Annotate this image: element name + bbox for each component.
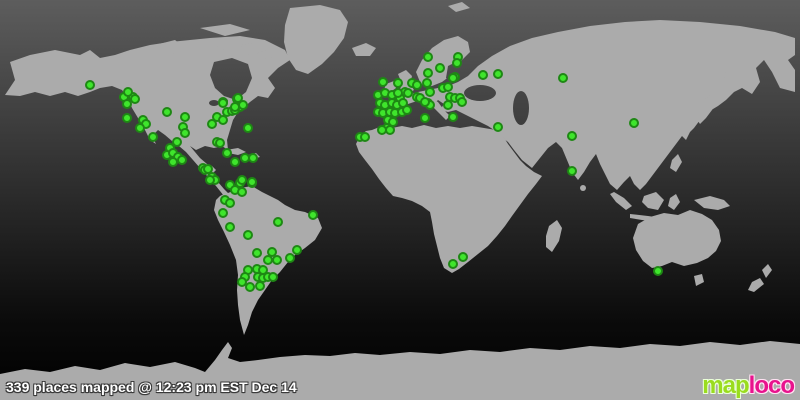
place-marker [448, 259, 458, 269]
place-marker [402, 105, 412, 115]
place-marker [215, 138, 225, 148]
place-marker [148, 132, 158, 142]
place-marker [378, 77, 388, 87]
place-marker [177, 155, 187, 165]
place-marker [423, 52, 433, 62]
great-lakes [209, 100, 219, 106]
place-marker [558, 73, 568, 83]
place-marker [425, 87, 435, 97]
place-marker [172, 137, 182, 147]
place-marker [272, 255, 282, 265]
place-marker [180, 128, 190, 138]
place-marker [135, 123, 145, 133]
place-marker [452, 58, 462, 68]
place-marker [162, 107, 172, 117]
place-marker [567, 166, 577, 176]
place-marker [122, 99, 132, 109]
place-marker [478, 70, 488, 80]
place-marker [243, 123, 253, 133]
africa [356, 125, 542, 273]
place-marker [443, 82, 453, 92]
place-marker [168, 157, 178, 167]
maploco-logo[interactable]: maploco [702, 372, 795, 399]
place-marker [218, 208, 228, 218]
place-marker [238, 100, 248, 110]
place-marker [237, 187, 247, 197]
place-marker [268, 272, 278, 282]
place-marker [308, 210, 318, 220]
place-marker [292, 245, 302, 255]
place-marker [567, 131, 577, 141]
caspian-sea [513, 91, 529, 125]
place-marker [222, 148, 232, 158]
place-marker [248, 153, 258, 163]
eurasia [398, 20, 795, 190]
greenland [284, 5, 348, 74]
place-marker [205, 175, 215, 185]
antarctica [0, 341, 800, 400]
place-marker [218, 115, 228, 125]
place-marker [225, 222, 235, 232]
place-marker [448, 73, 458, 83]
place-marker [448, 112, 458, 122]
hudson-bay [210, 58, 252, 100]
place-marker [245, 282, 255, 292]
place-marker [393, 88, 403, 98]
place-marker [403, 88, 413, 98]
place-marker [247, 177, 257, 187]
place-marker [385, 125, 395, 135]
place-marker [458, 252, 468, 262]
place-marker [393, 78, 403, 88]
map-caption: 339 places mapped @ 12:23 pm EST Dec 14 [6, 379, 297, 395]
place-marker [225, 198, 235, 208]
place-marker [130, 94, 140, 104]
place-marker [273, 217, 283, 227]
place-marker [122, 113, 132, 123]
place-marker [252, 248, 262, 258]
place-marker [443, 100, 453, 110]
place-marker [285, 253, 295, 263]
place-marker [653, 266, 663, 276]
place-marker [423, 68, 433, 78]
place-marker [493, 69, 503, 79]
logo-map-text: map [702, 372, 749, 399]
place-marker [180, 112, 190, 122]
place-marker [412, 80, 422, 90]
place-marker [420, 97, 430, 107]
place-marker [435, 63, 445, 73]
place-marker [629, 118, 639, 128]
place-marker [85, 80, 95, 90]
place-marker [243, 230, 253, 240]
place-marker [123, 87, 133, 97]
place-marker [457, 97, 467, 107]
place-marker [420, 113, 430, 123]
place-marker [360, 132, 370, 142]
place-marker [255, 281, 265, 291]
logo-loco-text: loco [748, 372, 795, 399]
black-sea [464, 85, 496, 101]
place-marker [230, 157, 240, 167]
place-marker [493, 122, 503, 132]
place-marker [237, 175, 247, 185]
australia [633, 210, 721, 268]
